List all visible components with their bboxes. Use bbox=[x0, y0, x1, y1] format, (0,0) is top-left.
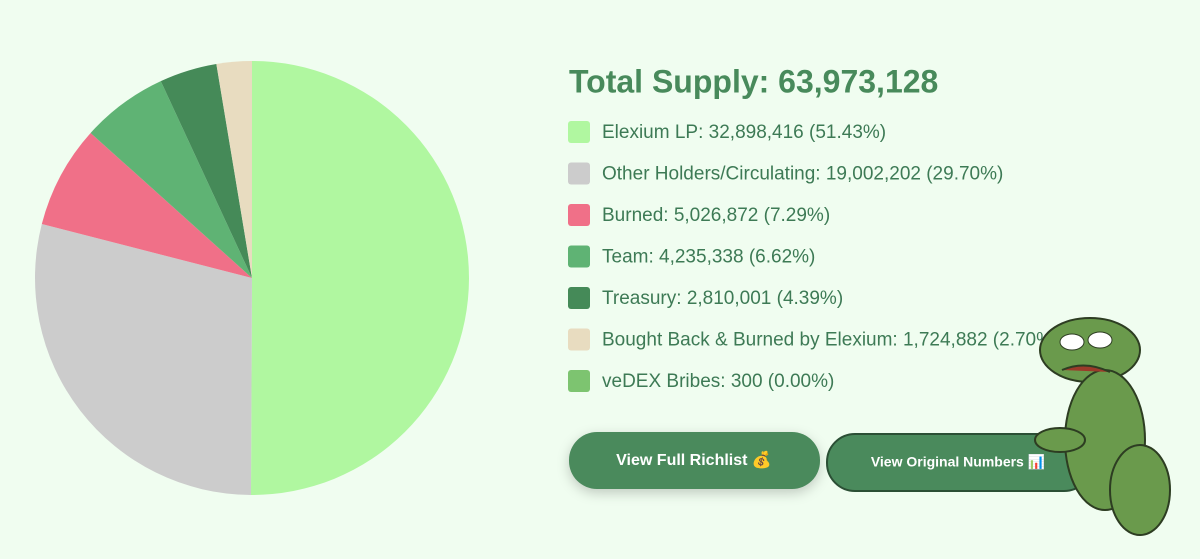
legend-label: Elexium LP: 32,898,416 (51.43%) bbox=[602, 122, 886, 143]
pie-slice bbox=[90, 81, 252, 278]
button-label[interactable]: View Full Richlist 💰 bbox=[616, 450, 772, 469]
legend-label: Treasury: 2,810,001 (4.39%) bbox=[602, 288, 843, 309]
pie-slice bbox=[35, 224, 253, 495]
frog-sticker bbox=[1034, 317, 1171, 536]
chart-title: Total Supply: 63,973,128 bbox=[569, 63, 938, 99]
legend-swatch bbox=[568, 204, 590, 226]
legend-swatch bbox=[568, 287, 590, 309]
legend-swatch bbox=[568, 162, 590, 185]
pie-slice bbox=[250, 61, 470, 495]
button-label[interactable]: View Original Numbers 📊 bbox=[871, 454, 1045, 471]
legend-swatch bbox=[568, 121, 590, 143]
pie-slice bbox=[160, 63, 252, 278]
pie bbox=[35, 61, 470, 495]
legend-swatch bbox=[568, 370, 590, 392]
legend: Elexium LP: 32,898,416 (51.43%) Other Hol… bbox=[568, 121, 1059, 392]
legend-swatch bbox=[568, 245, 590, 268]
legend-label: Team: 4,235,338 (6.62%) bbox=[602, 247, 815, 268]
legend-label: Burned: 5,026,872 (7.29%) bbox=[602, 205, 830, 226]
legend-swatch bbox=[568, 328, 590, 351]
legend-label: Other Holders/Circulating: 19,002,202 (2… bbox=[602, 164, 1003, 185]
legend-label: Bought Back & Burned by Elexium: 1,724,8… bbox=[602, 330, 1059, 351]
legend-label: veDEX Bribes: 300 (0.00%) bbox=[602, 371, 834, 392]
button-bg[interactable] bbox=[569, 432, 820, 489]
pie-slice bbox=[216, 61, 252, 278]
button[interactable]: View Full Richlist 💰 bbox=[569, 432, 820, 489]
pie-slice bbox=[41, 132, 253, 278]
